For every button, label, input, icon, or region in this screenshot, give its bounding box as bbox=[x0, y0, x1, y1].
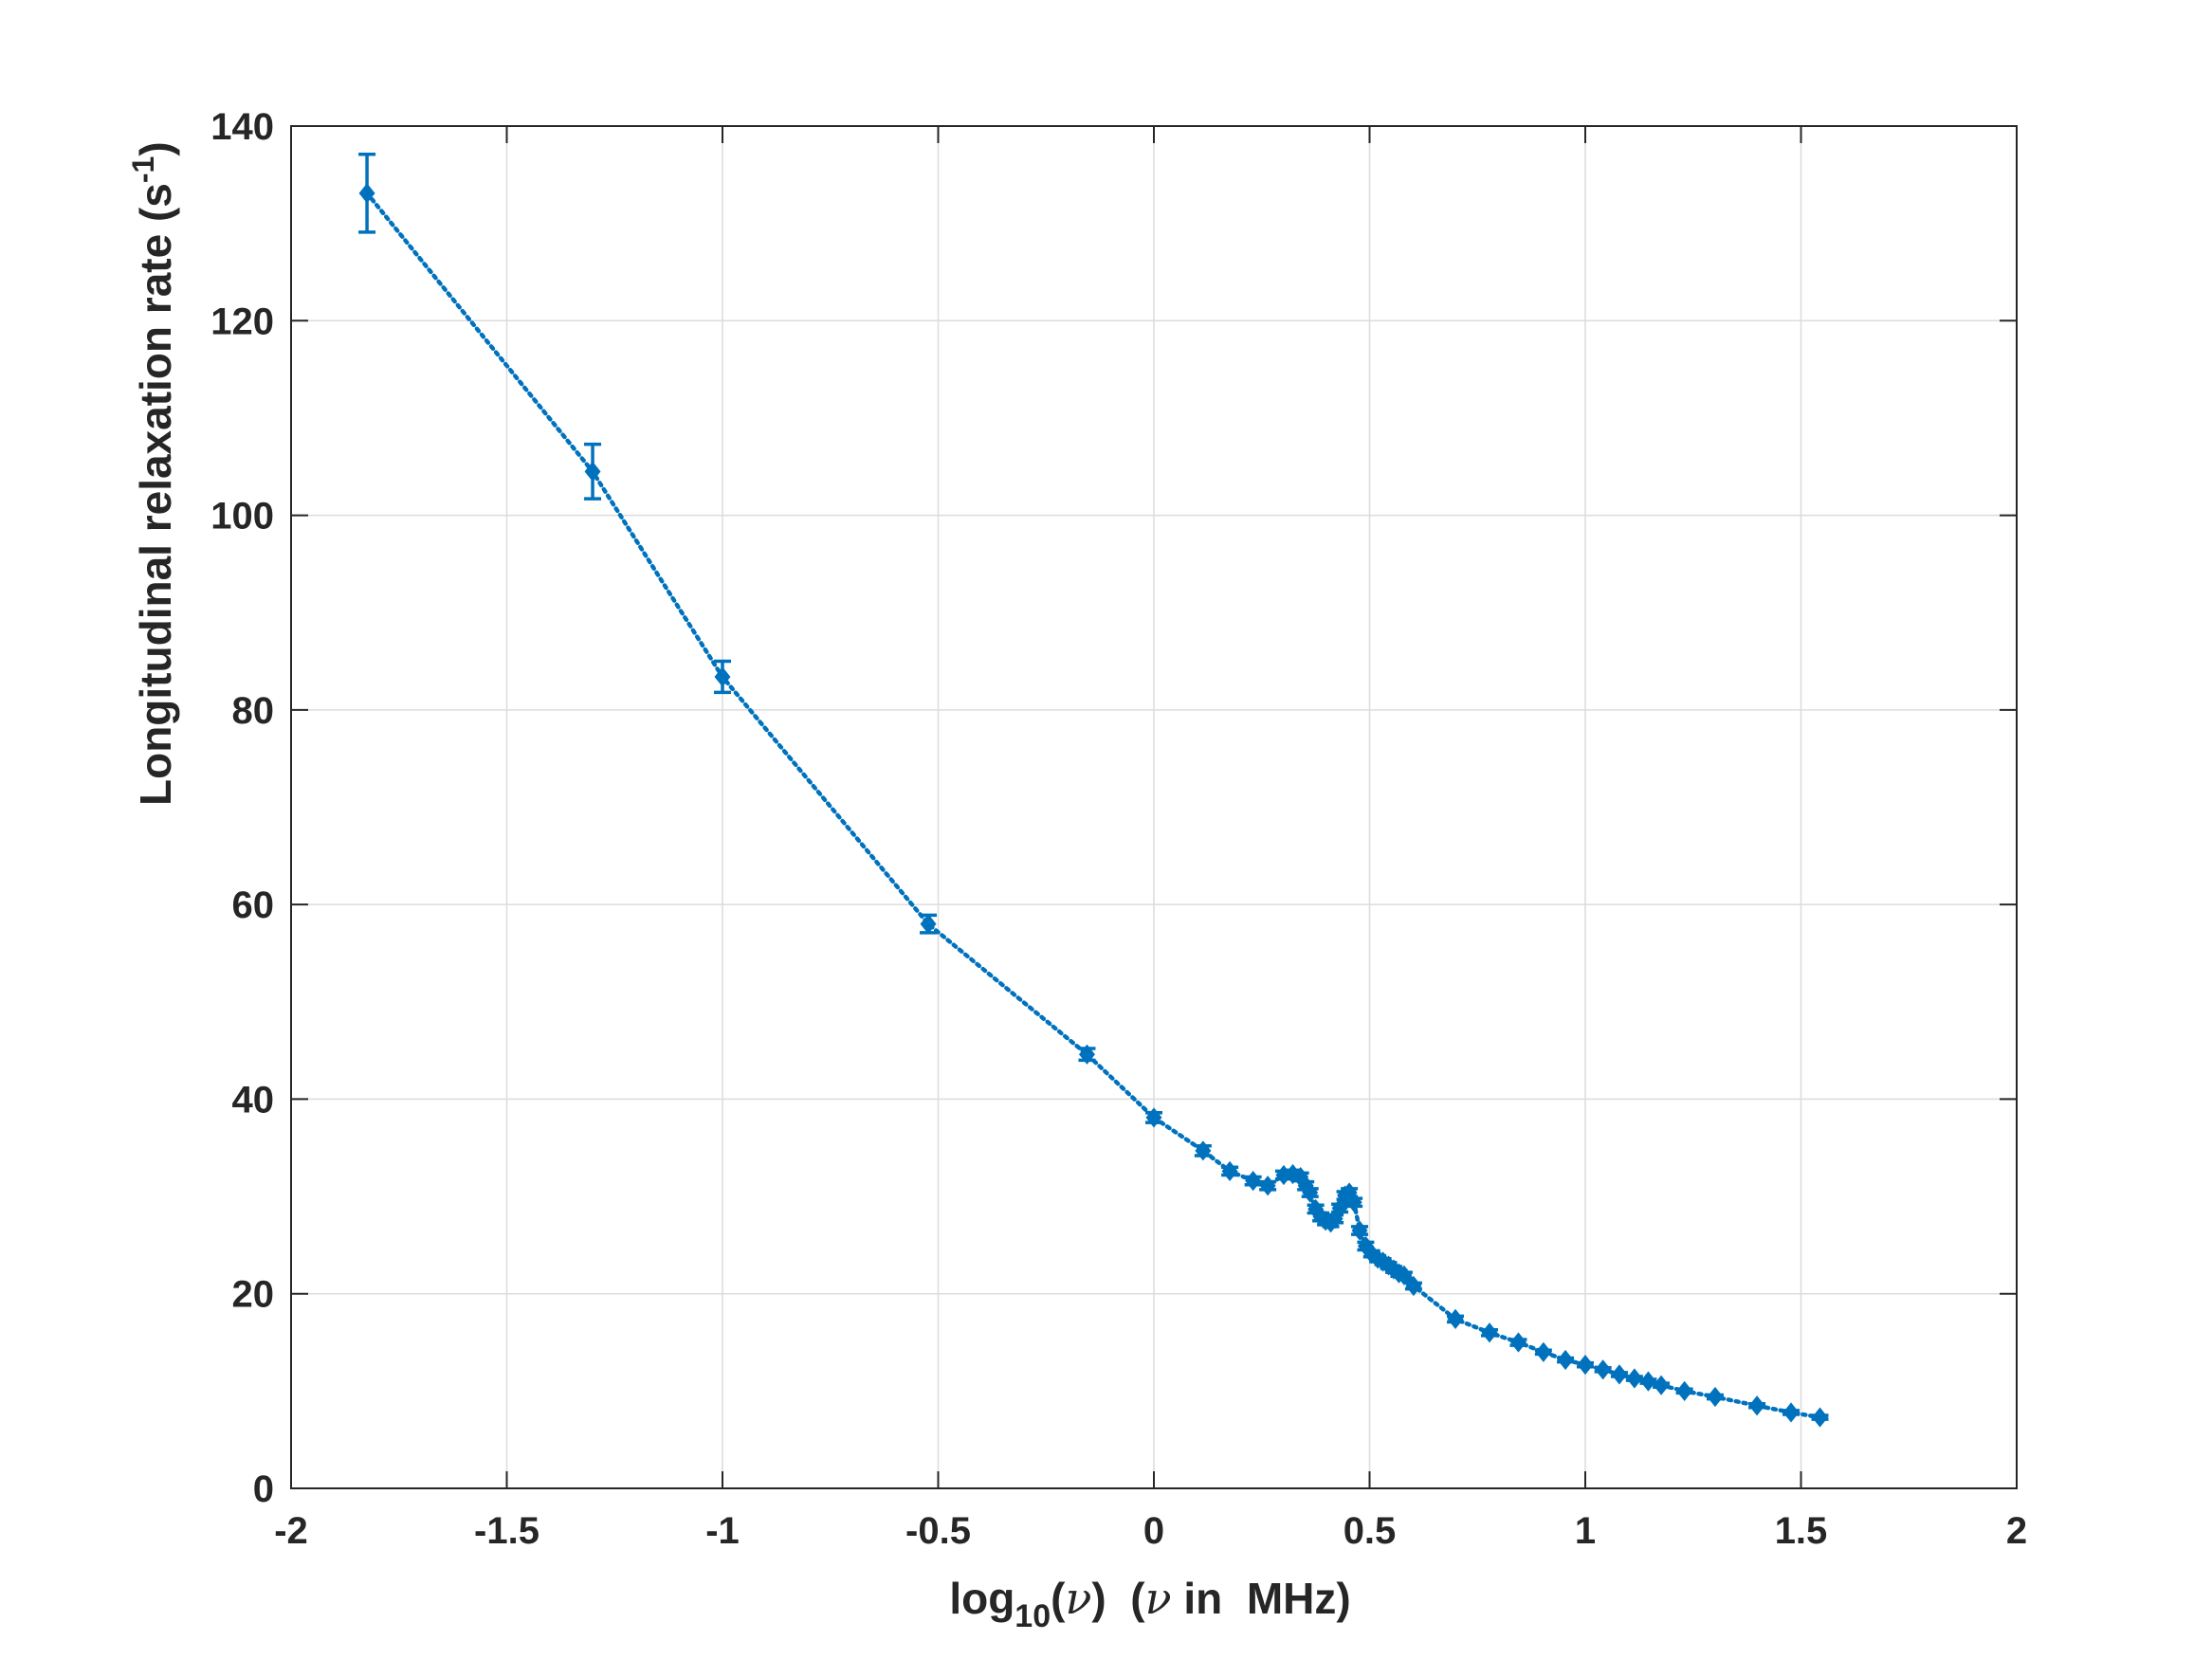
data-point bbox=[1509, 1332, 1527, 1353]
data-point bbox=[1675, 1380, 1693, 1401]
data-point bbox=[1259, 1176, 1277, 1196]
y-tick-label: 0 bbox=[253, 1468, 274, 1510]
diamond-marker bbox=[1351, 1220, 1368, 1241]
data-point bbox=[1341, 1182, 1359, 1203]
x-tick-label: -1 bbox=[705, 1510, 740, 1552]
y-tick-label: 20 bbox=[232, 1274, 275, 1316]
diamond-marker bbox=[1595, 1359, 1612, 1380]
data-point bbox=[1782, 1402, 1801, 1423]
data-point bbox=[1447, 1308, 1465, 1330]
data-point bbox=[1625, 1368, 1643, 1389]
diamond-marker bbox=[1447, 1308, 1464, 1330]
diamond-marker bbox=[1302, 1182, 1319, 1203]
data-series bbox=[358, 153, 1829, 1428]
diamond-marker bbox=[1331, 1197, 1348, 1218]
data-point bbox=[1557, 1349, 1575, 1371]
data-point bbox=[1748, 1395, 1766, 1416]
diamond-marker bbox=[1535, 1341, 1552, 1362]
x-tick-label: 2 bbox=[2006, 1510, 2027, 1552]
y-tick-label: 140 bbox=[210, 106, 274, 148]
data-point bbox=[1221, 1160, 1239, 1181]
data-point bbox=[1345, 1192, 1363, 1212]
x-tick-label: 0 bbox=[1143, 1510, 1164, 1552]
diamond-marker bbox=[1748, 1395, 1765, 1416]
data-point bbox=[1351, 1220, 1369, 1241]
y-axis-label: Longitudinal relaxation rate (s-1) bbox=[126, 141, 180, 806]
diamond-marker bbox=[1707, 1386, 1724, 1408]
diamond-marker bbox=[584, 461, 601, 482]
diamond-marker bbox=[1626, 1368, 1643, 1389]
data-point bbox=[1301, 1182, 1319, 1203]
data-point bbox=[1706, 1386, 1724, 1408]
data-point bbox=[1404, 1275, 1422, 1297]
data-point bbox=[920, 913, 938, 935]
data-point bbox=[1078, 1044, 1096, 1065]
diamond-marker bbox=[1345, 1192, 1362, 1212]
y-tick-label: 100 bbox=[210, 496, 274, 538]
diamond-marker bbox=[1078, 1044, 1095, 1065]
x-axis-label: log10(ν) (ν in MHz) bbox=[949, 1573, 1350, 1634]
diamond-marker bbox=[1396, 1265, 1413, 1285]
diamond-marker bbox=[1639, 1371, 1656, 1392]
y-tick-label: 120 bbox=[210, 301, 274, 342]
diamond-marker bbox=[1145, 1107, 1162, 1128]
data-point bbox=[714, 659, 731, 695]
diamond-marker bbox=[1195, 1140, 1212, 1161]
x-tick-labels: -2 -1.5 -1 -0.5 0 0.5 1 1.5 2 bbox=[274, 1510, 2027, 1552]
data-point bbox=[1653, 1375, 1671, 1395]
x-tick-label: -0.5 bbox=[905, 1510, 971, 1552]
diamond-marker bbox=[1577, 1355, 1594, 1376]
data-point bbox=[584, 442, 602, 501]
diamond-marker bbox=[1405, 1275, 1422, 1297]
data-point bbox=[1145, 1107, 1162, 1128]
diamond-marker bbox=[1653, 1375, 1670, 1395]
x-tick-label: -1.5 bbox=[474, 1510, 539, 1552]
data-point bbox=[358, 153, 376, 234]
diamond-marker bbox=[1557, 1349, 1574, 1371]
diamond-marker bbox=[1509, 1332, 1526, 1353]
data-point bbox=[1244, 1171, 1262, 1192]
data-point bbox=[1811, 1407, 1829, 1428]
data-point bbox=[1610, 1364, 1628, 1385]
y-tick-label: 80 bbox=[232, 690, 275, 732]
data-point bbox=[1194, 1140, 1212, 1161]
x-tick-label: 1 bbox=[1575, 1510, 1596, 1552]
diamond-marker bbox=[358, 183, 375, 204]
data-point bbox=[1480, 1322, 1498, 1343]
x-tick-label: -2 bbox=[274, 1510, 308, 1552]
diamond-marker bbox=[1245, 1171, 1262, 1192]
plot-area-border bbox=[290, 125, 2018, 1489]
diamond-marker bbox=[1611, 1364, 1628, 1385]
diamond-marker bbox=[920, 914, 937, 935]
y-tick-label: 40 bbox=[232, 1079, 275, 1121]
data-point bbox=[1395, 1265, 1413, 1285]
diamond-marker bbox=[1221, 1160, 1238, 1181]
y-tick-labels: 0 20 40 60 80 100 120 140 bbox=[210, 106, 274, 1510]
diamond-marker bbox=[1812, 1407, 1829, 1428]
diamond-marker bbox=[1782, 1402, 1800, 1423]
data-point bbox=[1577, 1355, 1594, 1376]
y-tick-label: 60 bbox=[232, 884, 275, 926]
diamond-marker bbox=[714, 666, 731, 687]
data-point bbox=[1594, 1359, 1612, 1380]
x-tick-label: 1.5 bbox=[1775, 1510, 1828, 1552]
x-tick-label: 0.5 bbox=[1344, 1510, 1397, 1552]
diamond-marker bbox=[1481, 1322, 1498, 1343]
diamond-marker bbox=[1259, 1176, 1276, 1196]
diamond-marker bbox=[1676, 1380, 1693, 1401]
data-point bbox=[1534, 1341, 1552, 1362]
